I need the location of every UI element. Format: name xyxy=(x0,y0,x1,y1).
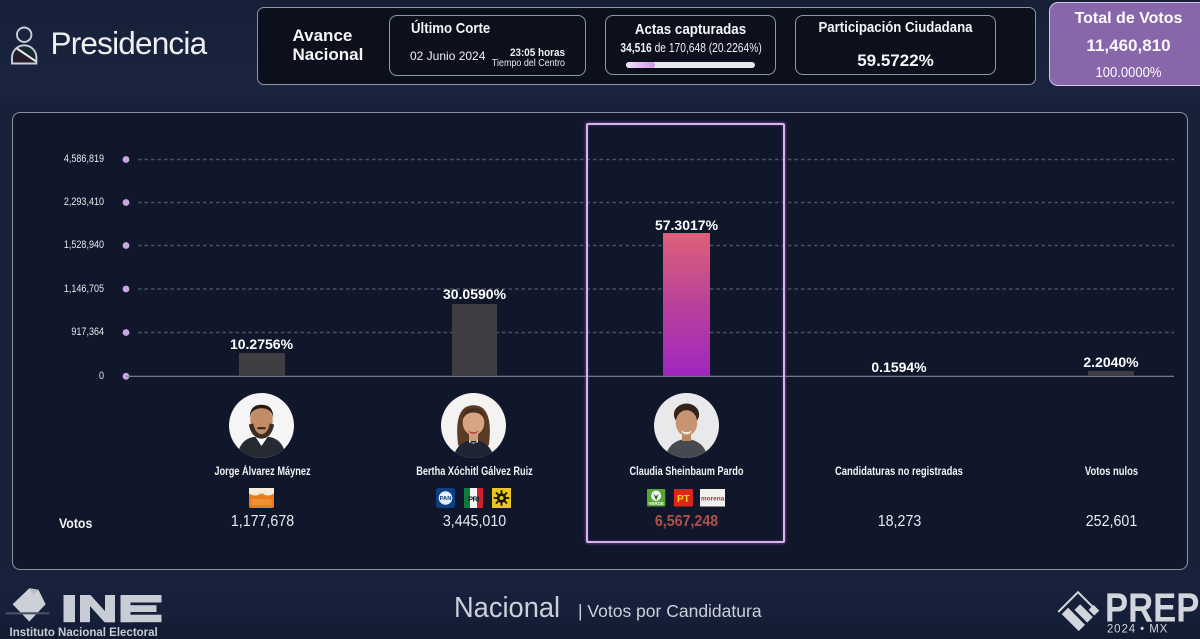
svg-text:VERDE: VERDE xyxy=(648,501,663,506)
svg-text:PRI: PRI xyxy=(468,494,479,503)
svg-text:Instituto Nacional Electoral: Instituto Nacional Electoral xyxy=(10,627,158,639)
svg-text:PAN: PAN xyxy=(440,496,452,502)
svg-text:PREP: PREP xyxy=(1105,589,1199,631)
svg-text:morena: morena xyxy=(701,495,725,502)
svg-text:2024 • MX: 2024 • MX xyxy=(1107,624,1168,636)
svg-text:PT: PT xyxy=(677,494,690,505)
